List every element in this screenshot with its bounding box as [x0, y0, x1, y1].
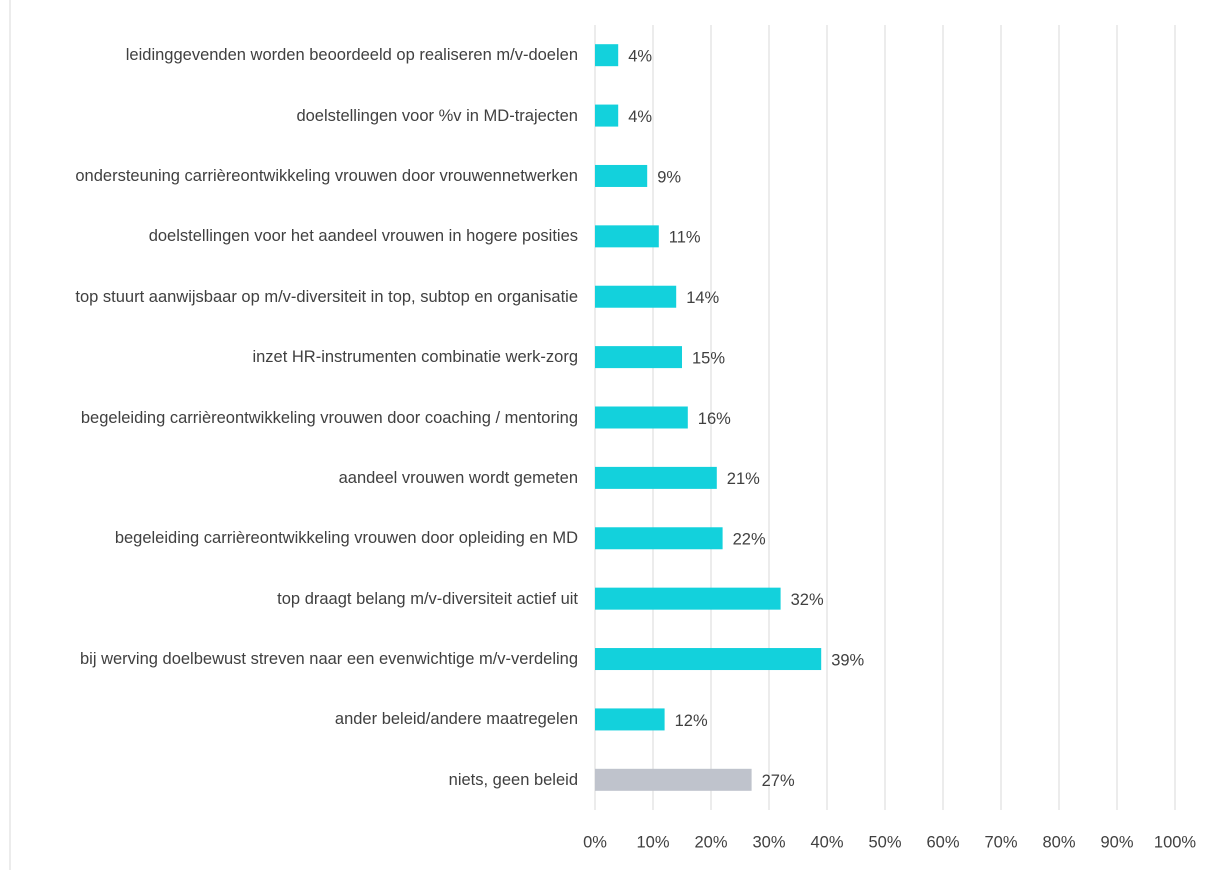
- bar: [595, 164, 648, 187]
- category-label: ondersteuning carrièreontwikkeling vrouw…: [75, 166, 578, 185]
- bar: [595, 768, 752, 791]
- x-tick-label: 50%: [868, 833, 901, 851]
- x-tick-label: 20%: [694, 833, 727, 851]
- x-tick-label: 80%: [1042, 833, 1075, 851]
- bar: [595, 104, 619, 127]
- category-label: doelstellingen voor %v in MD-trajecten: [296, 106, 578, 125]
- category-label: begeleiding carrièreontwikkeling vrouwen…: [80, 408, 578, 427]
- category-label: inzet HR-instrumenten combinatie werk-zo…: [252, 348, 578, 367]
- data-label: 14%: [686, 289, 719, 307]
- x-tick-label: 40%: [810, 833, 843, 851]
- data-label: 39%: [831, 651, 864, 669]
- data-label: 12%: [675, 712, 708, 730]
- bar: [595, 708, 665, 731]
- category-label: aandeel vrouwen wordt gemeten: [338, 468, 578, 487]
- category-label: leidinggevenden worden beoordeeld op rea…: [125, 46, 578, 65]
- data-label: 9%: [657, 168, 681, 186]
- data-label: 4%: [628, 48, 652, 66]
- data-label: 22%: [733, 531, 766, 549]
- bar: [595, 346, 682, 369]
- bar: [595, 466, 717, 489]
- data-label: 32%: [791, 591, 824, 609]
- data-label: 15%: [692, 349, 725, 367]
- x-tick-label: 0%: [583, 833, 607, 851]
- bar: [595, 225, 659, 248]
- category-label: top draagt belang m/v-diversiteit actief…: [277, 589, 578, 608]
- category-label: niets, geen beleid: [448, 770, 578, 789]
- bar: [595, 587, 781, 610]
- data-label: 4%: [628, 108, 652, 126]
- category-label: doelstellingen voor het aandeel vrouwen …: [148, 227, 578, 246]
- x-tick-label: 90%: [1100, 833, 1133, 851]
- x-tick-label: 30%: [752, 833, 785, 851]
- data-label: 27%: [762, 772, 795, 790]
- bar: [595, 285, 677, 308]
- x-tick-label: 70%: [984, 833, 1017, 851]
- category-label: top stuurt aanwijsbaar op m/v-diversitei…: [75, 287, 578, 306]
- data-label: 21%: [727, 470, 760, 488]
- bar: [595, 527, 723, 550]
- bar: [595, 406, 688, 429]
- x-tick-label: 60%: [926, 833, 959, 851]
- x-tick-label: 100%: [1154, 833, 1197, 851]
- bar: [595, 44, 619, 67]
- bar: [595, 648, 822, 671]
- data-label: 16%: [698, 410, 731, 428]
- x-tick-label: 10%: [636, 833, 669, 851]
- category-label: bij werving doelbewust streven naar een …: [79, 650, 578, 669]
- category-label: begeleiding carrièreontwikkeling vrouwen…: [114, 529, 578, 548]
- category-label: ander beleid/andere maatregelen: [334, 710, 578, 729]
- data-label: 11%: [669, 229, 701, 247]
